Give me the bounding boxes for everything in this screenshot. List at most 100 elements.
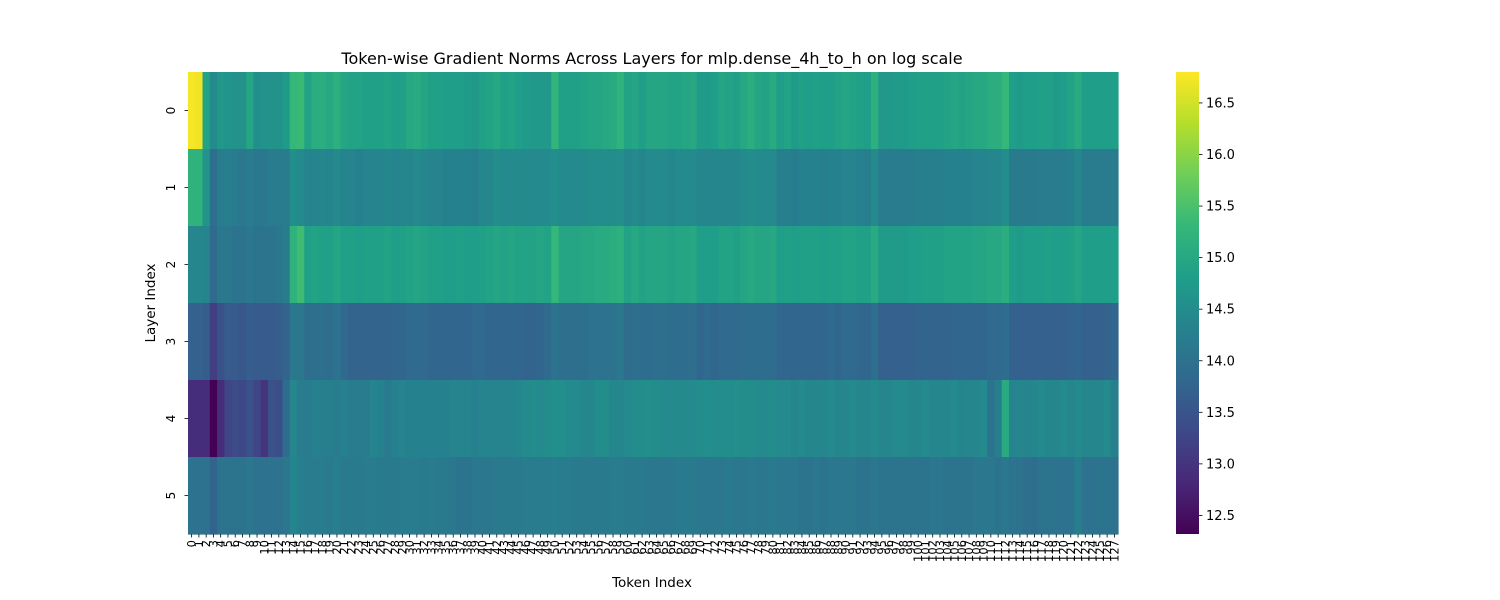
heatmap-cell xyxy=(1023,226,1032,304)
heatmap-cell xyxy=(253,303,262,381)
heatmap-cell xyxy=(231,457,240,535)
heatmap-cell xyxy=(536,457,545,535)
heatmap-cell xyxy=(987,380,996,458)
heatmap-cell xyxy=(725,72,734,150)
colorbar-tick-label: 13.5 xyxy=(1206,406,1235,421)
heatmap-cell xyxy=(943,72,952,150)
heatmap-cell xyxy=(500,226,509,304)
heatmap-cell xyxy=(318,226,327,304)
x-tick-label: 73 xyxy=(715,540,729,555)
heatmap-cell xyxy=(849,457,858,535)
heatmap-cell xyxy=(1103,380,1112,458)
heatmap-cell xyxy=(544,226,552,304)
heatmap-cell xyxy=(1045,72,1054,150)
x-tick-label: 81 xyxy=(773,540,787,555)
heatmap-cell xyxy=(522,303,531,381)
x-tick-label: 98 xyxy=(897,540,911,555)
heatmap-cell xyxy=(209,303,218,381)
heatmap-cell xyxy=(1009,380,1017,458)
heatmap-cell xyxy=(754,380,763,458)
heatmap-cell xyxy=(1052,380,1061,458)
heatmap-cell xyxy=(696,72,705,150)
heatmap-cell xyxy=(812,380,821,458)
heatmap-cell xyxy=(1103,149,1112,227)
heatmap-cell xyxy=(413,226,422,304)
y-axis-ticks: 0 1 2 3 4 5 xyxy=(164,107,188,499)
heatmap-cell xyxy=(827,380,836,458)
heatmap-cell xyxy=(841,72,850,150)
heatmap-cell xyxy=(689,380,698,458)
heatmap-cell xyxy=(696,380,705,458)
heatmap-cell xyxy=(384,149,393,227)
heatmap-cell xyxy=(776,149,785,227)
heatmap-cell xyxy=(238,72,247,150)
heatmap-cell xyxy=(885,149,894,227)
heatmap-cell xyxy=(798,72,807,150)
heatmap-cell xyxy=(674,380,683,458)
heatmap-cell xyxy=(754,149,763,227)
y-tick-label: 4 xyxy=(164,415,178,423)
x-tick-label: 32 xyxy=(417,540,431,555)
heatmap-cell xyxy=(435,72,443,150)
heatmap-cell xyxy=(507,72,516,150)
heatmap-cell xyxy=(565,226,574,304)
x-tick-label: 48 xyxy=(533,540,547,555)
heatmap-cell xyxy=(544,149,552,227)
heatmap-cell xyxy=(631,226,640,304)
heatmap-cell xyxy=(1052,457,1061,535)
heatmap-cell xyxy=(631,149,640,227)
heatmap-cell xyxy=(798,149,807,227)
heatmap-cell xyxy=(224,226,233,304)
heatmap-cell xyxy=(834,226,843,304)
heatmap-cell xyxy=(1059,457,1068,535)
heatmap-cell xyxy=(326,303,334,381)
heatmap-cell xyxy=(594,380,603,458)
heatmap-cell xyxy=(1081,380,1090,458)
heatmap-cell xyxy=(217,149,225,227)
heatmap-cell xyxy=(442,303,451,381)
heatmap-cell xyxy=(950,226,959,304)
heatmap-cell xyxy=(362,303,371,381)
heatmap-cell xyxy=(776,226,785,304)
heatmap-cell xyxy=(725,457,734,535)
heatmap-cell xyxy=(464,149,472,227)
heatmap-cell xyxy=(900,303,908,381)
heatmap-cell xyxy=(311,149,320,227)
x-tick-label: 110 xyxy=(984,540,998,562)
x-tick-label: 46 xyxy=(519,540,533,555)
x-tick-label: 34 xyxy=(432,540,446,555)
heatmap-cell xyxy=(870,226,879,304)
heatmap-cell xyxy=(827,457,836,535)
heatmap-cell xyxy=(507,457,516,535)
x-tick-label: 41 xyxy=(483,540,497,555)
heatmap-cell xyxy=(653,303,661,381)
heatmap-cell xyxy=(565,303,574,381)
heatmap-cell xyxy=(892,303,901,381)
heatmap-cell xyxy=(420,72,429,150)
heatmap-cell xyxy=(682,303,690,381)
heatmap-cell xyxy=(841,457,850,535)
heatmap-cell xyxy=(246,226,254,304)
heatmap-cell xyxy=(1009,226,1017,304)
heatmap-cell xyxy=(791,303,799,381)
heatmap-cell xyxy=(500,72,509,150)
heatmap-cell xyxy=(921,303,930,381)
heatmap-cell xyxy=(267,457,276,535)
heatmap-cell xyxy=(645,149,654,227)
heatmap-cell xyxy=(188,72,196,150)
heatmap-cell xyxy=(740,457,749,535)
heatmap-cell xyxy=(791,380,799,458)
x-tick-label: 94 xyxy=(868,540,882,555)
heatmap-cell xyxy=(1096,457,1105,535)
heatmap-cell xyxy=(1081,303,1090,381)
heatmap-cell xyxy=(667,457,676,535)
heatmap-cell xyxy=(682,380,690,458)
x-tick-label: 87 xyxy=(817,540,831,555)
heatmap-cell xyxy=(369,226,378,304)
heatmap-cell xyxy=(732,303,741,381)
heatmap-cell xyxy=(929,457,937,535)
heatmap-cell xyxy=(318,457,327,535)
heatmap-cell xyxy=(580,226,589,304)
heatmap-cell xyxy=(326,149,334,227)
heatmap-cell xyxy=(289,226,298,304)
